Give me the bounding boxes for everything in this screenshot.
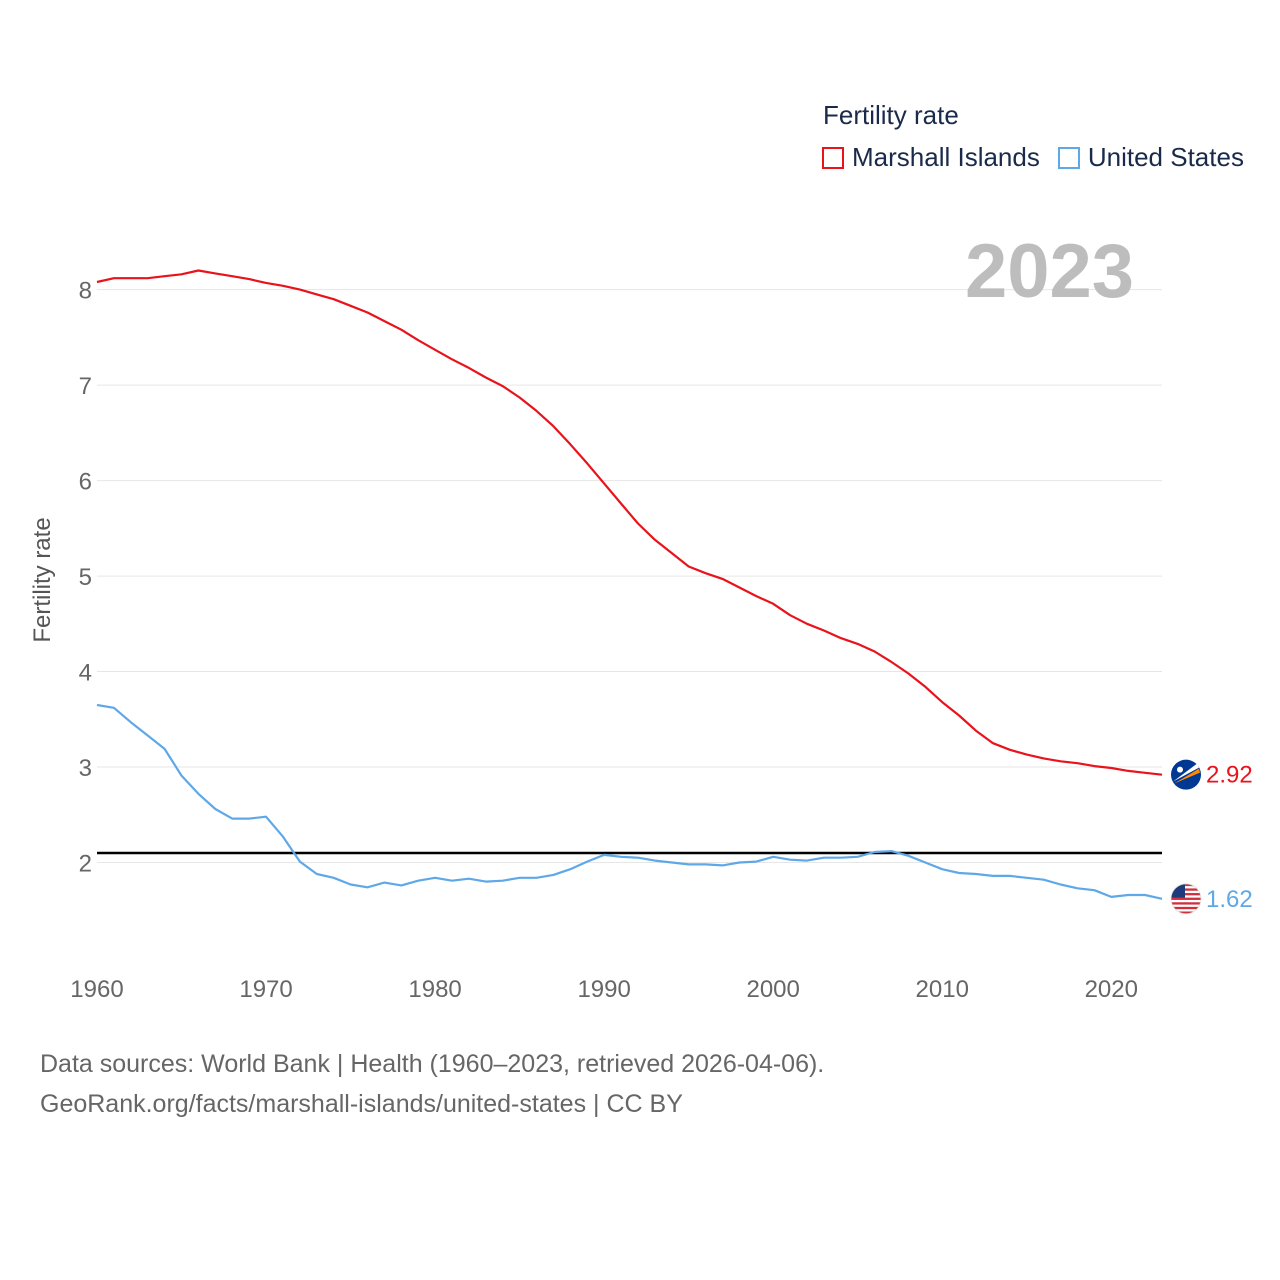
current-year-display: 2023 [965,229,1135,314]
y-tick-label: 5 [79,564,92,591]
footer-sources: Data sources: World Bank | Health (1960–… [40,1050,825,1078]
legend-item-marshall-islands[interactable]: Marshall Islands [822,142,1040,173]
end-markers: 2.92 1.62 [1170,759,1253,915]
x-tick-label: 1960 [70,976,123,1003]
x-tick-label: 1990 [577,976,630,1003]
legend-label-united-states: United States [1087,142,1244,172]
legend-label-marshall-islands: Marshall Islands [852,142,1040,172]
marshall-islands-flag-icon [1171,759,1201,790]
footer: Data sources: World Bank | Health (1960–… [40,1044,824,1124]
grid-lines [97,289,1162,864]
series-layer [96,269,1163,900]
end-value-label-marshall-islands: 2.92 [1206,762,1253,789]
y-axis-label: Fertility rate [29,517,56,643]
y-tick-label: 7 [79,373,92,400]
united-states-flag-icon [1170,883,1202,915]
legend-swatch-marshall-islands [822,146,844,169]
y-tick-label: 3 [79,755,92,782]
end-value-label-united-states: 1.62 [1206,886,1253,913]
legend-title: Fertility rate [823,100,959,130]
x-tick-label: 1980 [408,976,461,1003]
y-tick-label: 2 [79,851,92,878]
series-line-united-states[interactable] [96,703,1163,900]
x-tick-label: 2010 [916,976,969,1003]
footer-attribution[interactable]: GeoRank.org/facts/marshall-islands/unite… [40,1090,683,1118]
x-tick-label: 2020 [1085,976,1138,1003]
series-line-marshall-islands[interactable] [96,269,1163,776]
y-tick-label: 4 [79,660,92,687]
y-axis-ticks: 2 3 4 5 6 7 8 [79,278,92,878]
legend-item-united-states[interactable]: United States [1057,142,1244,173]
legend-swatch-united-states [1057,146,1080,169]
x-tick-label: 1970 [239,976,292,1003]
y-tick-label: 8 [79,278,92,305]
legend: Marshall Islands United States [822,142,1262,173]
x-tick-label: 2000 [746,976,799,1003]
y-tick-label: 6 [79,469,92,496]
x-axis-ticks: 1960 1970 1980 1990 2000 2010 2020 [70,976,1138,1003]
